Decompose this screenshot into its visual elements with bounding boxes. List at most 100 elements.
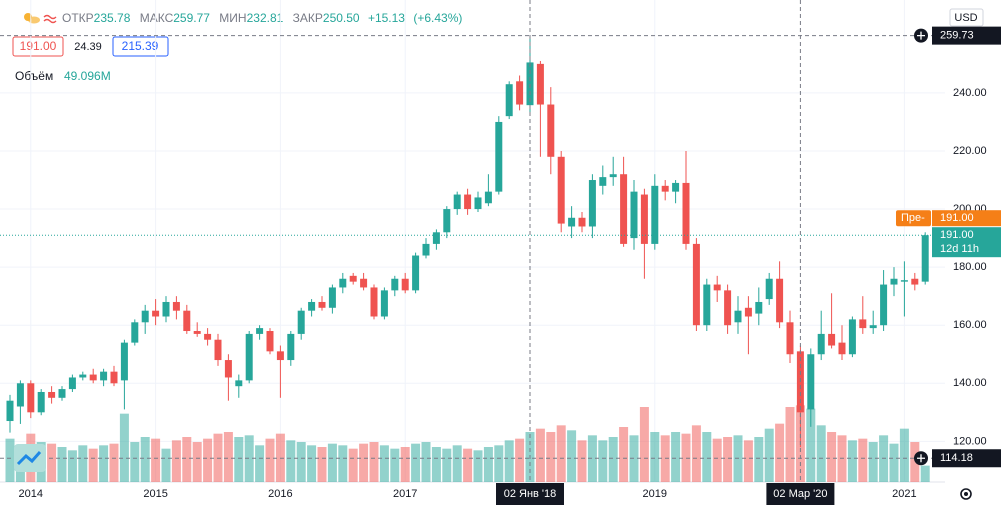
overlays — [0, 0, 945, 482]
candle-body — [162, 301, 170, 317]
crosshair-price-label: 114.18 — [940, 452, 973, 464]
candle-body — [339, 278, 347, 288]
volume-bar — [494, 445, 504, 482]
volume-bars — [5, 405, 930, 482]
volume-bar — [390, 448, 400, 482]
y-tick-label: 220.00 — [953, 145, 987, 157]
candle-body — [817, 333, 825, 355]
candle-body — [620, 174, 628, 244]
change-pct: (+6.43%) — [413, 11, 462, 25]
settings-icon[interactable] — [960, 488, 972, 500]
candle-body — [318, 301, 326, 308]
volume-bar — [504, 440, 514, 482]
volume-bar — [119, 413, 129, 482]
open-value: 235.78 — [94, 11, 131, 25]
volume-bar — [431, 447, 441, 482]
candle-body — [172, 301, 180, 311]
volume-bar — [546, 432, 556, 482]
crosshair-price-box — [932, 26, 1001, 45]
volume-bar — [827, 432, 837, 482]
candle-body — [443, 209, 451, 233]
candle-body — [921, 235, 929, 282]
volume-bar — [421, 442, 431, 482]
volume-bar — [723, 437, 733, 482]
volume-bar — [327, 443, 337, 482]
open-label: ОТКР — [62, 11, 94, 25]
candle-body — [204, 333, 212, 340]
candle-body — [380, 290, 388, 317]
volume-bar — [317, 447, 327, 482]
spread: 24.39 — [74, 41, 102, 53]
y-tick-label: 160.00 — [953, 319, 987, 331]
volume-bar — [244, 435, 254, 482]
candle-body — [422, 243, 430, 256]
candle-body — [287, 333, 295, 361]
candle-body — [651, 185, 659, 244]
volume-bar — [67, 450, 77, 482]
volume-bar — [650, 432, 660, 482]
candle-body — [848, 319, 856, 355]
candle-body — [703, 284, 711, 326]
candle-body — [786, 322, 794, 355]
volume-bar — [359, 443, 369, 482]
candle-body — [828, 333, 836, 346]
ohlc-header: ОТКР235.78 МАКС259.77 МИН232.81 ЗАКР250.… — [62, 11, 462, 25]
candle-body — [100, 371, 108, 381]
y-tick-label: 180.00 — [953, 261, 987, 273]
low-label: МИН — [219, 11, 246, 25]
candle-body — [880, 284, 888, 326]
premarket-name: Пре- — [901, 212, 925, 224]
candle-body — [516, 81, 524, 105]
gear[interactable] — [960, 488, 972, 500]
candle-body — [755, 301, 763, 314]
volume-bar — [203, 438, 213, 482]
volume-bar — [47, 443, 57, 482]
candle-body — [432, 232, 440, 244]
volume-bar — [764, 428, 774, 482]
candle-body — [661, 185, 669, 192]
candle-body — [453, 194, 461, 210]
volume-bar — [265, 438, 275, 482]
bid-box[interactable] — [12, 36, 64, 57]
volume-bar — [712, 438, 722, 482]
change-value: +15.13 — [368, 11, 405, 25]
volume-bar — [473, 450, 483, 482]
candle-body — [474, 197, 482, 210]
candle-body — [578, 217, 586, 227]
volume-bar — [5, 438, 15, 482]
candle-body — [672, 182, 680, 192]
high-value: 259.77 — [173, 11, 210, 25]
volume-bar — [577, 440, 587, 482]
volume-value: 49.096M — [64, 69, 111, 83]
volume-bar — [130, 442, 140, 482]
candle-body — [505, 84, 513, 117]
close-value: 250.50 — [323, 11, 360, 25]
candle-body — [692, 243, 700, 326]
candle-body — [401, 278, 409, 291]
candles — [6, 35, 929, 448]
gear-center — [964, 492, 968, 496]
volume-bar — [286, 440, 296, 482]
volume-bar — [743, 440, 753, 482]
volume-bar — [483, 447, 493, 482]
market-icon — [43, 14, 57, 24]
candle-body — [235, 380, 243, 387]
currency: USD — [954, 12, 977, 24]
crosshair-price-label: 259.73 — [940, 30, 974, 42]
ask-box[interactable] — [112, 36, 169, 57]
volume-bar — [775, 423, 785, 482]
currency-box[interactable] — [949, 8, 984, 27]
candle-body — [37, 391, 45, 413]
volume-bar — [587, 435, 597, 482]
premarket-price: 191.00 — [940, 212, 974, 224]
candle-body — [744, 307, 752, 317]
candle-body — [838, 342, 846, 355]
volume-bar — [806, 408, 816, 482]
candle-body — [152, 310, 160, 317]
volume-bar — [452, 445, 462, 482]
volume-bar — [556, 425, 566, 482]
candle-body — [484, 191, 492, 204]
last-price-label: 191.00 — [940, 229, 974, 241]
candle-body — [110, 371, 118, 384]
